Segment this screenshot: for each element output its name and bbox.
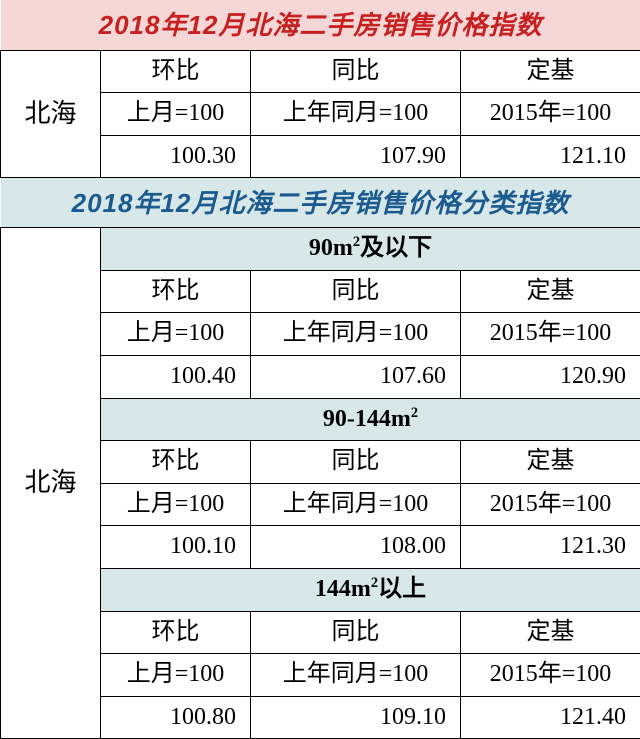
col-base: 定基: [461, 50, 640, 93]
t1-yoy-value: 107.90: [251, 135, 461, 178]
cat0-col-mom: 环比: [101, 270, 251, 313]
table2-title-row: 2018年12月北海二手房销售价格分类指数: [1, 178, 640, 228]
col-yoy: 同比: [251, 50, 461, 93]
table1-header-row: 北海 环比 同比 定基: [1, 50, 640, 93]
cat2-mom-value: 100.80: [101, 696, 251, 739]
cat0-col-yoy: 同比: [251, 270, 461, 313]
cat0-yoy-value: 107.60: [251, 356, 461, 399]
t1-mom-value: 100.30: [101, 135, 251, 178]
cat1-yoy-baseline: 上年同月=100: [251, 483, 461, 526]
cat0-col-base: 定基: [461, 270, 640, 313]
price-index-table: 2018年12月北海二手房销售价格指数 北海 环比 同比 定基 上月=100 上…: [0, 0, 640, 739]
cat2-base-value: 121.40: [461, 696, 640, 739]
table2-title: 2018年12月北海二手房销售价格分类指数: [1, 178, 640, 228]
cat1-col-mom: 环比: [101, 441, 251, 484]
cat1-mom-baseline: 上月=100: [101, 483, 251, 526]
yoy-baseline: 上年同月=100: [251, 93, 461, 136]
cat1-base-baseline: 2015年=100: [461, 483, 640, 526]
cat0-base-baseline: 2015年=100: [461, 313, 640, 356]
cat1-yoy-value: 108.00: [251, 526, 461, 569]
table1-title: 2018年12月北海二手房销售价格指数: [1, 0, 640, 50]
cat0-mom-baseline: 上月=100: [101, 313, 251, 356]
cat2-col-mom: 环比: [101, 611, 251, 654]
tables-container: 2018年12月北海二手房销售价格指数 北海 环比 同比 定基 上月=100 上…: [0, 0, 640, 739]
table2-city-label: 北海: [1, 228, 101, 739]
col-mom: 环比: [101, 50, 251, 93]
cat0-mom-value: 100.40: [101, 356, 251, 399]
cat1-col-base: 定基: [461, 441, 640, 484]
table1-title-row: 2018年12月北海二手房销售价格指数: [1, 0, 640, 50]
cat0-base-value: 120.90: [461, 356, 640, 399]
t1-base-value: 121.10: [461, 135, 640, 178]
cat0-name: 90m2及以下: [101, 228, 640, 271]
cat0-yoy-baseline: 上年同月=100: [251, 313, 461, 356]
cat1-base-value: 121.30: [461, 526, 640, 569]
table1-city-label: 北海: [1, 50, 101, 178]
mom-baseline: 上月=100: [101, 93, 251, 136]
cat1-mom-value: 100.10: [101, 526, 251, 569]
cat2-col-base: 定基: [461, 611, 640, 654]
cat1-name: 90-144m2: [101, 398, 640, 441]
cat0-row: 北海 90m2及以下: [1, 228, 640, 271]
cat2-name: 144m2以上: [101, 569, 640, 612]
cat2-yoy-value: 109.10: [251, 696, 461, 739]
base-baseline: 2015年=100: [461, 93, 640, 136]
cat2-col-yoy: 同比: [251, 611, 461, 654]
cat1-col-yoy: 同比: [251, 441, 461, 484]
